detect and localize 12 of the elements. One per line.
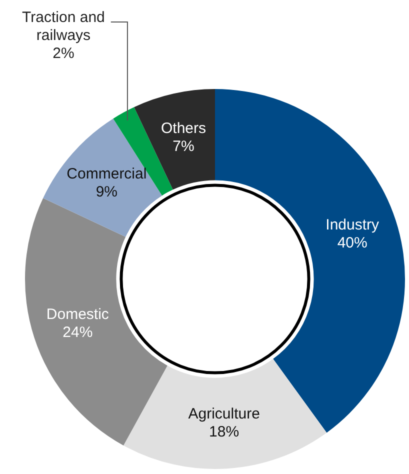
data-label: 18% — [209, 423, 240, 440]
data-label: 7% — [172, 138, 194, 156]
data-label: 24% — [62, 324, 93, 341]
slice-label: Traction and railways — [22, 9, 105, 44]
data-label: 2% — [52, 45, 74, 62]
slice-label: Domestic — [46, 306, 110, 323]
slice-label: Agriculture — [188, 405, 260, 422]
slice-label: Others — [160, 120, 206, 138]
slice-label: Industry — [326, 216, 380, 234]
data-label: 9% — [96, 184, 118, 201]
data-label: 40% — [337, 234, 368, 252]
slice-label: Commercial — [66, 166, 147, 183]
